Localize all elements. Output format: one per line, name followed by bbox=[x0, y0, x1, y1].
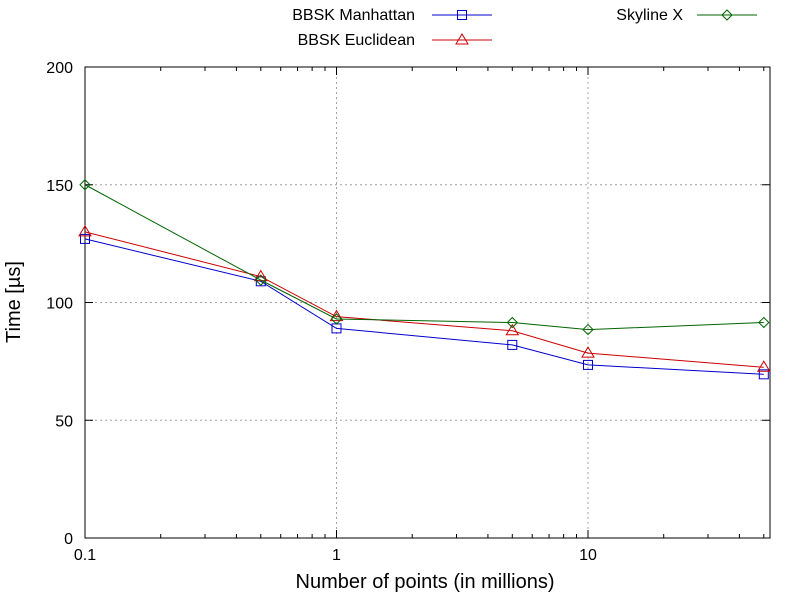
y-tick-label: 50 bbox=[55, 413, 73, 430]
y-tick-label: 0 bbox=[64, 531, 73, 548]
data-point bbox=[505, 323, 520, 336]
data-point bbox=[255, 274, 267, 286]
data-point bbox=[583, 359, 593, 370]
y-tick-label: 200 bbox=[46, 60, 73, 77]
data-point bbox=[582, 323, 594, 336]
legend-label: BBSK Euclidean bbox=[298, 32, 415, 49]
legend-label: Skyline X bbox=[616, 7, 683, 24]
data-point bbox=[79, 179, 91, 191]
legend-label: BBSK Manhattan bbox=[292, 7, 415, 24]
series-skyline-x bbox=[79, 179, 770, 336]
x-axis-title: Number of points (in millions) bbox=[296, 571, 555, 593]
data-point bbox=[581, 346, 595, 358]
y-tick-label: 150 bbox=[46, 178, 73, 195]
legend-marker bbox=[457, 10, 467, 20]
grid-lines bbox=[85, 67, 770, 538]
series-bbsk-euclidean bbox=[78, 224, 771, 372]
data-series bbox=[78, 179, 771, 380]
legend-entry: BBSK Euclidean bbox=[298, 32, 492, 49]
y-tick-label: 100 bbox=[46, 296, 73, 313]
series-line bbox=[84, 231, 764, 368]
y-axis-title: Time [µs] bbox=[3, 261, 25, 343]
x-tick-label: 0.1 bbox=[74, 547, 96, 564]
plot-frame bbox=[84, 66, 771, 539]
series-bbsk-manhattan bbox=[80, 233, 769, 380]
data-point bbox=[756, 360, 771, 372]
data-point bbox=[78, 224, 92, 237]
legend-marker bbox=[455, 33, 469, 45]
data-point bbox=[330, 313, 343, 325]
legend-marker bbox=[721, 9, 733, 21]
series-line bbox=[84, 238, 764, 375]
x-tick-label: 1 bbox=[332, 547, 341, 564]
data-point bbox=[758, 369, 769, 380]
legend-entry: Skyline X bbox=[616, 7, 757, 24]
series-line bbox=[84, 184, 764, 331]
data-point bbox=[80, 233, 90, 244]
axis-ticks: 0 50 100 150 200 0.1 1 10 bbox=[46, 60, 770, 564]
legend: BBSK Manhattan BBSK Euclidean Skyline X bbox=[292, 7, 757, 49]
data-point bbox=[329, 309, 344, 322]
x-tick-label: 10 bbox=[579, 547, 597, 564]
data-point bbox=[506, 316, 518, 329]
data-point bbox=[758, 316, 770, 329]
data-point bbox=[507, 339, 518, 350]
legend-entry: BBSK Manhattan bbox=[292, 7, 492, 24]
